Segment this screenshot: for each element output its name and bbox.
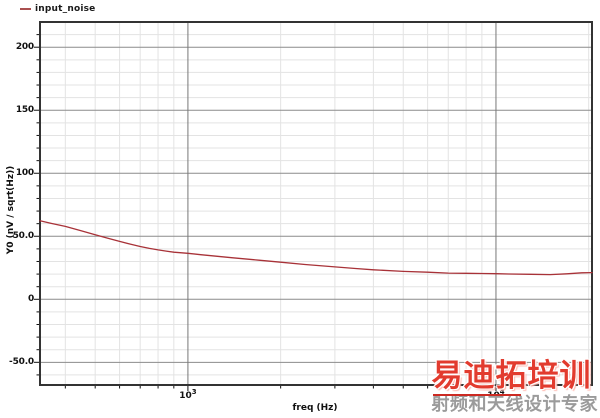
y-tick-label: 0 [27,293,34,304]
x-axis-title: freq (Hz) [292,403,338,413]
y-tick-label: 100 [15,167,34,178]
x-tick-label: 103 [179,388,197,402]
y-tick-label: 200 [15,41,34,52]
x-tick-label: 104 [487,388,505,402]
y-tick-label: 150 [15,104,34,115]
legend-dash-icon [20,8,31,10]
y-tick-label: 50.0 [12,230,35,241]
plot-border [39,21,593,386]
y-axis-title: Y0 (nV / sqrt(Hz)) [6,165,16,255]
noise-curve[interactable] [39,220,593,276]
legend-label: input_noise [35,4,96,14]
legend[interactable]: input_noise [20,2,95,16]
y-tick-label: -50.0 [9,356,34,367]
